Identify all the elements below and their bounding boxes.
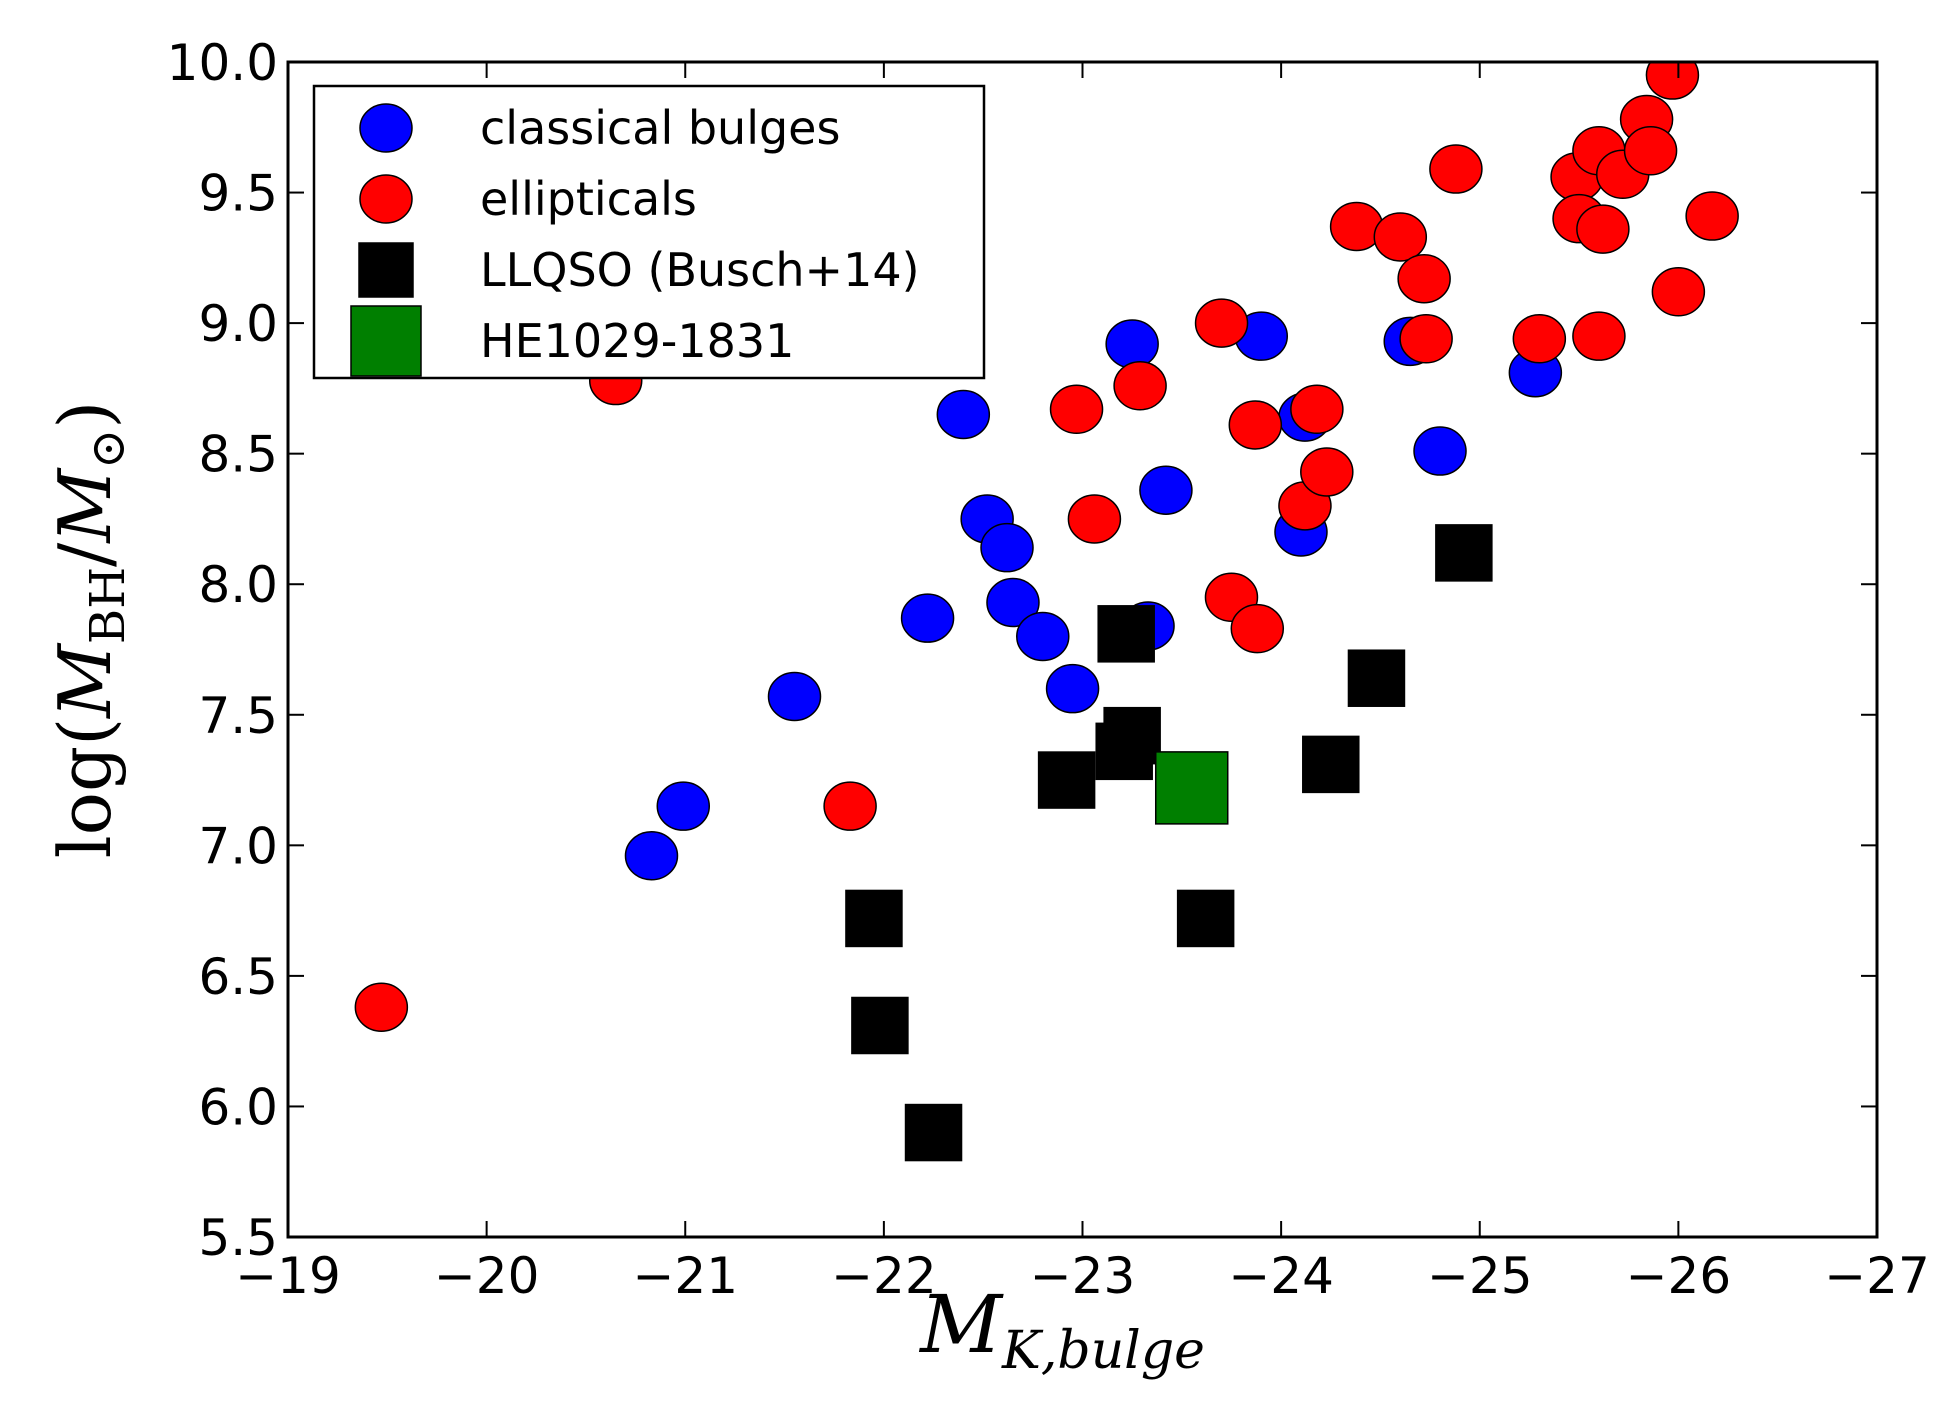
y-tick-label: 7.0 [198, 817, 278, 875]
point-llqso-busch-14 [1176, 889, 1235, 948]
point-ellipticals [1194, 298, 1249, 348]
x-tick-label: −23 [1030, 1247, 1136, 1305]
point-classical-bulges [1016, 611, 1070, 662]
y-tick-label: 6.0 [198, 1078, 278, 1136]
point-ellipticals [823, 781, 877, 831]
legend-label-he1029-1831: HE1029-1831 [480, 314, 794, 368]
point-llqso-busch-14 [845, 889, 903, 948]
legend-label-ellipticals: ellipticals [480, 172, 697, 226]
point-classical-bulges [1105, 319, 1159, 369]
point-llqso-busch-14 [1103, 706, 1161, 765]
point-llqso-busch-14 [1302, 735, 1360, 794]
x-tick-label: −27 [1824, 1247, 1930, 1305]
point-ellipticals [1651, 267, 1706, 317]
point-classical-bulges [986, 577, 1040, 628]
legend-marker-ellipticals [359, 174, 413, 224]
point-classical-bulges [767, 671, 822, 722]
x-tick-label: −21 [632, 1247, 738, 1305]
x-tick-label: −25 [1427, 1247, 1533, 1305]
point-ellipticals [1512, 314, 1567, 364]
point-ellipticals [1645, 62, 1700, 100]
point-classical-bulges [936, 389, 991, 440]
legend-label-llqso-busch-14: LLQSO (Busch+14) [480, 243, 920, 297]
point-classical-bulges [1139, 465, 1193, 515]
y-tick-label: 9.0 [198, 295, 278, 353]
point-ellipticals [1290, 384, 1344, 435]
point-ellipticals [1049, 384, 1104, 435]
point-ellipticals [1228, 400, 1283, 450]
y-tick-label: 8.0 [198, 556, 278, 614]
data-marks [354, 62, 1739, 1162]
axis-ticks: −19 −20 −21 −22 −23 −24 −25 −26 −27 5.5 6.0 6.5 7.0 7… [167, 34, 1930, 1305]
point-ellipticals [1623, 126, 1678, 176]
point-he1029-1831 [1154, 751, 1229, 825]
x-axis-label: MK,bulge [918, 1278, 1205, 1381]
legend-box [312, 84, 986, 380]
point-ellipticals [354, 982, 409, 1032]
x-tick-label: −20 [434, 1247, 540, 1305]
point-llqso-busch-14 [1037, 751, 1096, 809]
point-ellipticals [1397, 253, 1451, 304]
legend: classical bulges ellipticals LLQSO (Busch+… [312, 84, 986, 380]
point-ellipticals [1572, 311, 1626, 361]
x-tick-label: −26 [1626, 1247, 1732, 1305]
y-tick-label: 9.5 [198, 165, 278, 223]
point-ellipticals [1373, 212, 1428, 262]
legend-label-classical-bulges: classical bulges [480, 101, 840, 155]
legend-marker-llqso-busch-14 [358, 242, 414, 298]
point-ellipticals [1685, 191, 1739, 241]
point-llqso-busch-14 [1347, 649, 1406, 707]
y-tick-label: 10.0 [167, 34, 278, 92]
point-ellipticals [1067, 494, 1122, 544]
point-ellipticals [1576, 204, 1630, 254]
y-tick-label: 6.5 [198, 948, 278, 1006]
legend-marker-he1029-1831 [350, 305, 422, 377]
point-llqso-busch-14 [1097, 605, 1155, 663]
point-ellipticals [1230, 603, 1285, 654]
point-llqso-busch-14 [1435, 524, 1493, 582]
y-tick-label: 8.5 [198, 426, 278, 484]
point-ellipticals [1113, 361, 1167, 411]
point-classical-bulges [624, 831, 679, 881]
x-tick-label: −22 [831, 1247, 937, 1305]
y-axis-label: log(MBH/M⊙) [43, 401, 136, 859]
point-classical-bulges [656, 781, 711, 831]
point-classical-bulges [1045, 663, 1100, 714]
point-classical-bulges [900, 593, 955, 643]
legend-marker-classical-bulges [359, 103, 413, 153]
x-tick-label: −19 [235, 1247, 341, 1305]
point-llqso-busch-14 [904, 1103, 963, 1162]
y-tick-label: 5.5 [198, 1209, 278, 1267]
y-tick-label: 7.5 [198, 687, 278, 745]
point-classical-bulges [1413, 426, 1467, 476]
point-classical-bulges [980, 522, 1034, 573]
point-ellipticals [1399, 314, 1453, 364]
point-ellipticals [1300, 447, 1354, 497]
point-llqso-busch-14 [851, 996, 909, 1055]
point-ellipticals [1429, 144, 1483, 194]
x-tick-label: −24 [1228, 1247, 1334, 1305]
